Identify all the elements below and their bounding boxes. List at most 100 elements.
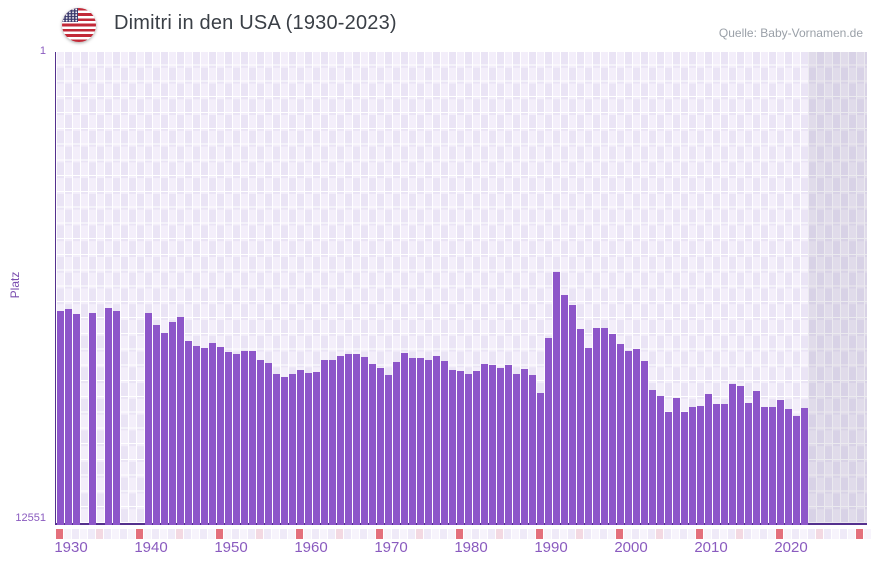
bar-2017[interactable] xyxy=(753,391,760,525)
bar-1962[interactable] xyxy=(313,371,320,525)
bar-1937[interactable] xyxy=(113,311,120,525)
bar-2012[interactable] xyxy=(713,404,720,525)
bar-1946[interactable] xyxy=(185,341,192,525)
bar-2013[interactable] xyxy=(721,404,728,525)
strip-cell-2003 xyxy=(639,529,647,539)
bar-2007[interactable] xyxy=(673,397,680,525)
bar-1974[interactable] xyxy=(409,358,416,525)
bar-2000[interactable] xyxy=(617,344,624,525)
bar-1953[interactable] xyxy=(241,351,248,525)
bar-1963[interactable] xyxy=(321,359,328,525)
bar-1979[interactable] xyxy=(449,369,456,525)
bar-1993[interactable] xyxy=(561,295,568,525)
x-tick-1990: 1990 xyxy=(534,539,568,556)
bar-1941[interactable] xyxy=(145,313,152,525)
bar-1989[interactable] xyxy=(529,375,536,525)
bar-1945[interactable] xyxy=(177,316,184,525)
bar-1970[interactable] xyxy=(377,368,384,525)
bar-1986[interactable] xyxy=(505,365,512,525)
bar-2001[interactable] xyxy=(625,351,632,525)
bar-1959[interactable] xyxy=(289,374,296,525)
bar-2006[interactable] xyxy=(665,411,672,525)
bar-1944[interactable] xyxy=(169,322,176,525)
bar-1984[interactable] xyxy=(489,365,496,525)
bar-2011[interactable] xyxy=(705,394,712,525)
bar-1981[interactable] xyxy=(465,374,472,525)
strip-cell-1984 xyxy=(487,529,495,539)
bar-2004[interactable] xyxy=(649,390,656,525)
bar-1996[interactable] xyxy=(585,348,592,525)
bar-1948[interactable] xyxy=(201,348,208,525)
bar-2010[interactable] xyxy=(697,405,704,525)
bar-1942[interactable] xyxy=(153,325,160,525)
bar-1997[interactable] xyxy=(593,328,600,525)
bar-2005[interactable] xyxy=(657,395,664,525)
bar-1983[interactable] xyxy=(481,364,488,525)
bar-1978[interactable] xyxy=(441,361,448,525)
bar-1956[interactable] xyxy=(265,362,272,525)
bar-1971[interactable] xyxy=(385,375,392,525)
bar-2022[interactable] xyxy=(793,416,800,525)
bar-2018[interactable] xyxy=(761,407,768,525)
bar-1969[interactable] xyxy=(369,364,376,525)
bar-1999[interactable] xyxy=(609,334,616,525)
bar-1947[interactable] xyxy=(193,345,200,525)
bar-2023[interactable] xyxy=(801,407,808,525)
bar-1973[interactable] xyxy=(401,352,408,525)
bar-1988[interactable] xyxy=(521,368,528,525)
bar-1934[interactable] xyxy=(89,313,96,525)
bar-1932[interactable] xyxy=(73,313,80,525)
bar-1943[interactable] xyxy=(161,332,168,525)
bar-1991[interactable] xyxy=(545,338,552,525)
bar-1987[interactable] xyxy=(513,374,520,525)
bar-2003[interactable] xyxy=(641,361,648,525)
strip-cell-1949 xyxy=(207,529,215,539)
bar-1994[interactable] xyxy=(569,305,576,525)
bar-1930[interactable] xyxy=(57,311,64,525)
decade-strip xyxy=(55,529,871,539)
bar-1975[interactable] xyxy=(417,358,424,525)
bar-1990[interactable] xyxy=(537,393,544,525)
bar-1965[interactable] xyxy=(337,355,344,525)
bar-2009[interactable] xyxy=(689,407,696,525)
bar-1972[interactable] xyxy=(393,362,400,525)
bar-2008[interactable] xyxy=(681,411,688,525)
bar-1982[interactable] xyxy=(473,371,480,525)
bar-1964[interactable] xyxy=(329,359,336,525)
bar-1960[interactable] xyxy=(297,369,304,525)
bar-2014[interactable] xyxy=(729,384,736,525)
y-tick-bottom: 12551 xyxy=(15,512,46,524)
bar-1966[interactable] xyxy=(345,354,352,525)
strip-cell-2019 xyxy=(767,529,775,539)
bar-2015[interactable] xyxy=(737,385,744,525)
bar-1950[interactable] xyxy=(217,346,224,525)
bar-1976[interactable] xyxy=(425,359,432,525)
bar-1958[interactable] xyxy=(281,377,288,525)
bar-1936[interactable] xyxy=(105,307,112,525)
bar-2019[interactable] xyxy=(769,407,776,525)
strip-cell-2014 xyxy=(727,529,735,539)
bar-1954[interactable] xyxy=(249,351,256,525)
bar-1952[interactable] xyxy=(233,354,240,525)
bar-1957[interactable] xyxy=(273,374,280,525)
bar-1980[interactable] xyxy=(457,371,464,525)
bar-1985[interactable] xyxy=(497,368,504,525)
bar-1995[interactable] xyxy=(577,329,584,525)
bar-1998[interactable] xyxy=(601,328,608,525)
bar-1961[interactable] xyxy=(305,372,312,525)
bar-2021[interactable] xyxy=(785,408,792,525)
bar-1967[interactable] xyxy=(353,354,360,525)
bar-1977[interactable] xyxy=(433,355,440,525)
bar-2016[interactable] xyxy=(745,403,752,525)
x-tick-2010: 2010 xyxy=(694,539,728,556)
source-link[interactable]: Quelle: Baby-Vornamen.de xyxy=(718,26,863,40)
bar-2020[interactable] xyxy=(777,400,784,525)
bar-1949[interactable] xyxy=(209,342,216,525)
bar-1955[interactable] xyxy=(257,359,264,525)
bar-1968[interactable] xyxy=(361,356,368,525)
bar-2002[interactable] xyxy=(633,349,640,525)
bar-1951[interactable] xyxy=(225,352,232,525)
bar-1931[interactable] xyxy=(65,309,72,525)
strip-cell-1959 xyxy=(287,529,295,539)
bar-1992[interactable] xyxy=(553,271,560,525)
